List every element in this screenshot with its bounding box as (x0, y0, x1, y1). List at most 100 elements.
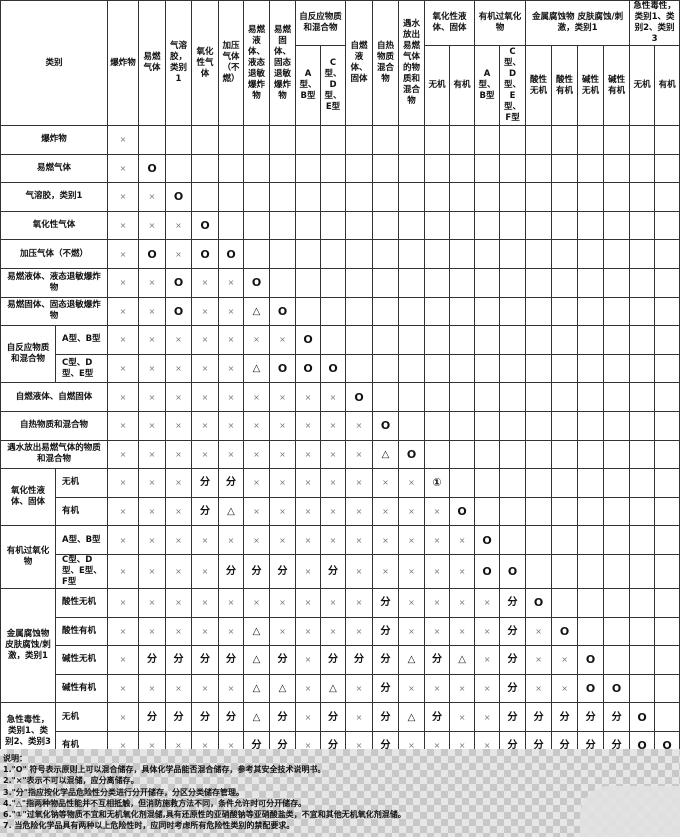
sub-column-header: A型、B型 (295, 45, 322, 126)
cell-empty (320, 210, 347, 241)
cell-empty (577, 616, 605, 647)
cell-empty (603, 125, 631, 155)
cell-separate: 分 (372, 702, 400, 732)
cell-empty (474, 382, 501, 412)
cell-empty (474, 468, 501, 498)
cell-empty (449, 439, 476, 470)
cell-empty (603, 525, 631, 555)
cell-separate: 分 (499, 616, 527, 647)
cell-empty (320, 325, 347, 355)
cell-incompatible: × (107, 645, 140, 675)
cell-empty (398, 125, 426, 155)
table-row: 急性毒性，类别1、类别2、类别3 无机 × 分分分分 △ 分 × 分 × 分 △ 分 × × 分分分分分 O (0, 702, 680, 761)
cell-incompatible: × (320, 496, 347, 527)
cell-empty (165, 125, 193, 155)
cell-incompatible: × (107, 153, 140, 184)
cell-empty (474, 496, 501, 527)
cell-empty (424, 410, 451, 441)
cell-empty (577, 296, 605, 327)
row-sub-label: C型、D型、E型 (54, 353, 109, 384)
cell-incompatible: × (165, 382, 193, 412)
cell-empty (345, 325, 374, 355)
cell-incompatible: × (398, 496, 426, 527)
cell-empty (474, 296, 501, 327)
row-group-label: 自反应物质和混合物 (0, 325, 56, 384)
cell-incompatible: × (218, 616, 245, 647)
cell-empty (269, 267, 297, 298)
cell-empty (629, 182, 656, 212)
cell-empty (577, 553, 605, 589)
cell-empty (424, 182, 451, 212)
cell-empty (654, 239, 680, 269)
cell-empty (320, 239, 347, 269)
cell-empty (499, 239, 527, 269)
cell-empty (345, 353, 374, 384)
cell-incompatible: × (138, 587, 167, 618)
note-1: 1."O" 符号表示原则上可以混合储存，具体化学品能否混合储存，参考其安全技术说… (3, 765, 326, 775)
row-sub-label: 酸性有机 (54, 616, 109, 647)
cell-incompatible: × (191, 553, 220, 589)
cell-separate: 分 (372, 587, 400, 618)
cell-empty (474, 439, 501, 470)
cell-empty (474, 410, 501, 441)
cell-incompatible: × (138, 496, 167, 527)
cell-empty (551, 439, 579, 470)
cell-empty (525, 410, 553, 441)
cell-incompatible: × (295, 587, 322, 618)
cell-empty (424, 325, 451, 355)
cell-empty (372, 210, 400, 241)
cell-incompatible: × (345, 439, 374, 470)
cell-incompatible: × (345, 702, 374, 732)
cell-incompatible: × (320, 468, 347, 498)
cell-empty (525, 210, 553, 241)
cell-incompatible: × (424, 587, 451, 618)
cell-empty (398, 410, 426, 441)
cell-empty (372, 182, 400, 212)
cell-empty (449, 210, 476, 241)
cell-separate: 分 (269, 645, 297, 675)
cell-empty (345, 296, 374, 327)
column-header: 易燃液体、液态退敏爆炸物 (243, 0, 271, 126)
cell-incompatible: × (191, 410, 220, 441)
cell-incompatible: × (372, 468, 400, 498)
cell-empty (551, 553, 579, 589)
cell-separate: 分 (243, 553, 271, 589)
table-row: 酸性有机 × × × × × △ × × × × 分 × × × × 分 × O (1, 616, 680, 647)
cell-compatible: O (165, 296, 193, 327)
cell-incompatible: × (474, 587, 501, 618)
cell-incompatible: × (165, 496, 193, 527)
cell-empty (551, 210, 579, 241)
cell-empty (474, 239, 501, 269)
row-label: 易燃气体 (0, 153, 109, 184)
column-header: 氧化性气体 (191, 0, 220, 126)
cell-empty (499, 353, 527, 384)
cell-incompatible: × (269, 410, 297, 441)
cell-empty (474, 353, 501, 384)
cell-incompatible: × (165, 239, 193, 269)
column-header: 氧化性液体、固体 (424, 0, 476, 46)
cell-empty (629, 616, 656, 647)
cell-incompatible: × (269, 525, 297, 555)
row-sub-label: C型、D型、E型、F型 (54, 553, 109, 589)
cell-incompatible: × (165, 468, 193, 498)
cell-incompatible: × (474, 616, 501, 647)
cell-separate: 分 (499, 673, 527, 704)
row-sub-label: 碱性无机 (54, 645, 109, 675)
cell-incompatible: × (320, 616, 347, 647)
cell-compatible: O (474, 553, 501, 589)
cell-empty (345, 182, 374, 212)
cell-incompatible: × (191, 353, 220, 384)
cell-empty (577, 525, 605, 555)
cell-empty (629, 325, 656, 355)
cell-incompatible: × (345, 468, 374, 498)
cell-empty (295, 153, 322, 184)
table-row: C型、D型、E型、F型 × × × × 分分分 × 分 × × × × × O O (1, 553, 680, 589)
cell-incompatible: × (218, 382, 245, 412)
cell-empty (525, 353, 553, 384)
cell-empty (320, 296, 347, 327)
cell-incompatible: × (218, 325, 245, 355)
cell-incompatible: × (138, 182, 167, 212)
cell-incompatible: × (269, 382, 297, 412)
cell-empty (499, 382, 527, 412)
cell-empty (499, 153, 527, 184)
